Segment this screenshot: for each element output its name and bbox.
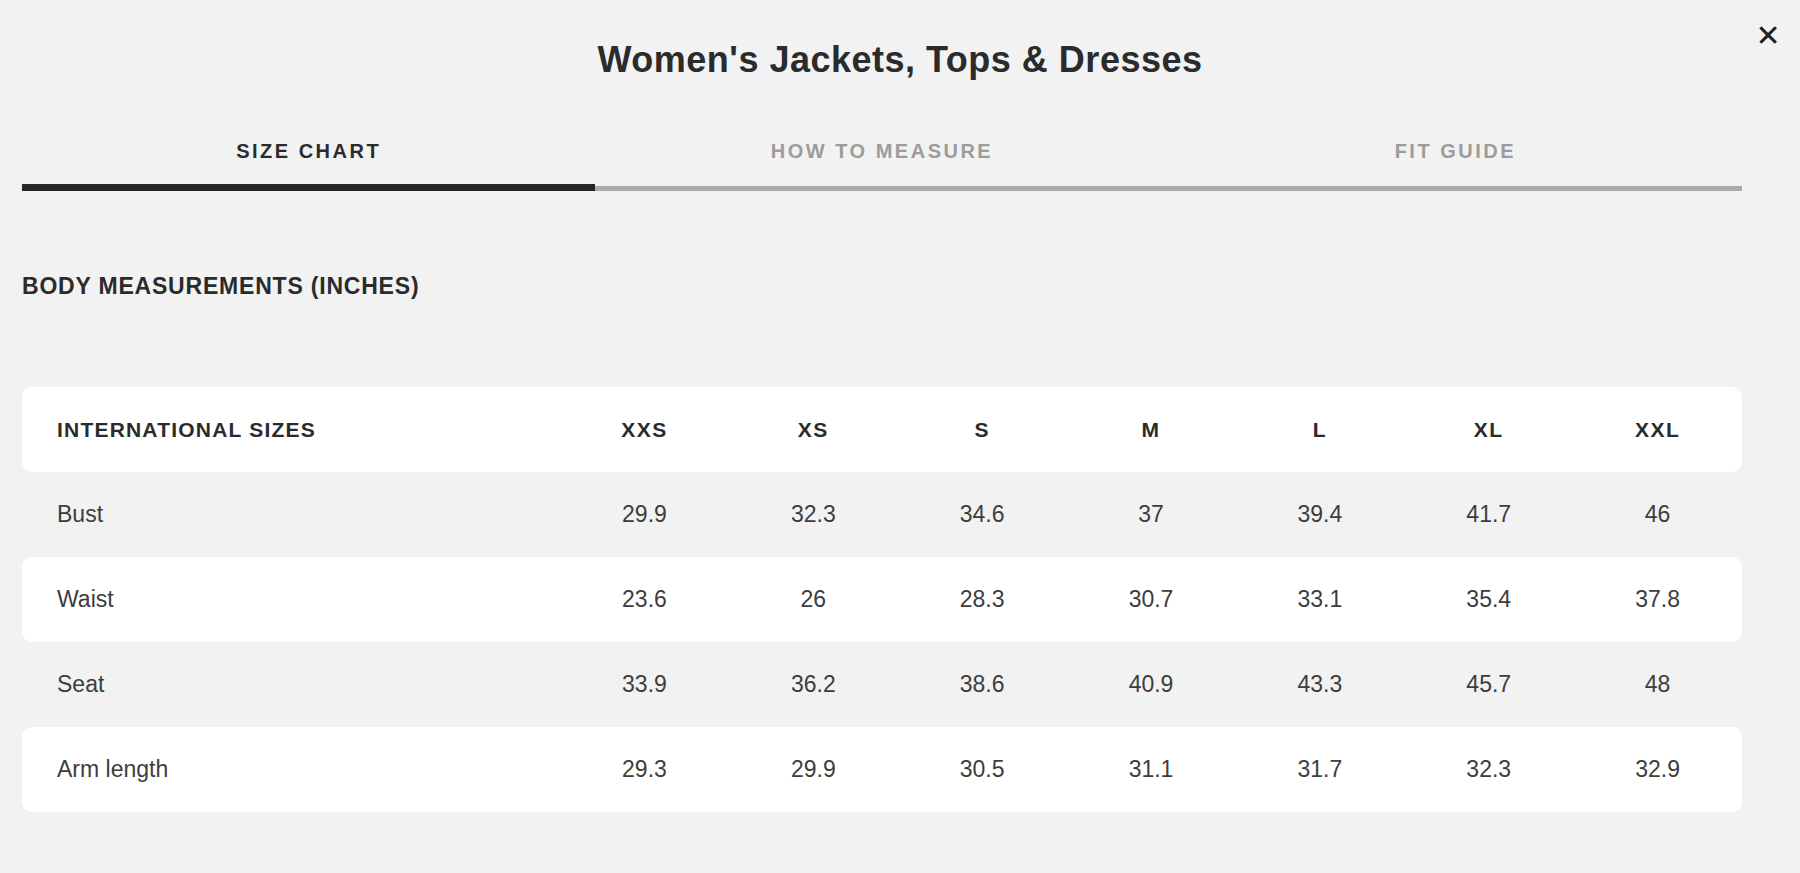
modal-content: SIZE CHART HOW TO MEASURE FIT GUIDE BODY… [22,120,1742,812]
table-row-seat: Seat 33.9 36.2 38.6 40.9 43.3 45.7 48 [22,642,1742,727]
size-value: 29.9 [729,756,898,783]
size-chart-modal: ✕ Women's Jackets, Tops & Dresses SIZE C… [0,0,1800,812]
size-value: 31.7 [1235,756,1404,783]
tab-fit-guide[interactable]: FIT GUIDE [1169,120,1742,191]
size-value: 32.3 [729,501,898,528]
size-value: 23.6 [560,586,729,613]
size-value: 37.8 [1573,586,1742,613]
table-row-bust: Bust 29.9 32.3 34.6 37 39.4 41.7 46 [22,472,1742,557]
column-header-s: S [898,418,1067,442]
column-header-m: M [1067,418,1236,442]
size-value: 29.9 [560,501,729,528]
column-header-xxs: XXS [560,418,729,442]
size-value: 32.3 [1404,756,1573,783]
column-header-international-sizes: INTERNATIONAL SIZES [22,418,560,442]
size-value: 29.3 [560,756,729,783]
tab-bar: SIZE CHART HOW TO MEASURE FIT GUIDE [22,120,1742,191]
active-tab-indicator [22,184,595,191]
table-header-row: INTERNATIONAL SIZES XXS XS S M L XL XXL [22,387,1742,472]
table-row-arm-length: Arm length 29.3 29.9 30.5 31.1 31.7 32.3… [22,727,1742,812]
size-value: 35.4 [1404,586,1573,613]
tab-size-chart[interactable]: SIZE CHART [22,120,595,191]
size-value: 28.3 [898,586,1067,613]
size-value: 46 [1573,501,1742,528]
size-value: 33.1 [1235,586,1404,613]
size-value: 33.9 [560,671,729,698]
row-label: Bust [22,501,560,528]
size-value: 43.3 [1235,671,1404,698]
modal-title: Women's Jackets, Tops & Dresses [0,0,1800,84]
size-table: INTERNATIONAL SIZES XXS XS S M L XL XXL … [22,387,1742,812]
row-label: Seat [22,671,560,698]
size-value: 26 [729,586,898,613]
size-value: 38.6 [898,671,1067,698]
size-value: 40.9 [1067,671,1236,698]
size-value: 34.6 [898,501,1067,528]
size-value: 41.7 [1404,501,1573,528]
size-value: 45.7 [1404,671,1573,698]
column-header-xs: XS [729,418,898,442]
size-value: 39.4 [1235,501,1404,528]
size-value: 30.7 [1067,586,1236,613]
table-row-waist: Waist 23.6 26 28.3 30.7 33.1 35.4 37.8 [22,557,1742,642]
size-value: 36.2 [729,671,898,698]
close-icon: ✕ [1755,19,1780,52]
size-value: 32.9 [1573,756,1742,783]
row-label: Waist [22,586,560,613]
size-value: 37 [1067,501,1236,528]
size-value: 31.1 [1067,756,1236,783]
size-value: 48 [1573,671,1742,698]
column-header-xxl: XXL [1573,418,1742,442]
section-heading: BODY MEASUREMENTS (INCHES) [22,273,1742,300]
row-label: Arm length [22,756,560,783]
column-header-xl: XL [1404,418,1573,442]
column-header-l: L [1235,418,1404,442]
close-button[interactable]: ✕ [1746,14,1790,58]
tab-how-to-measure[interactable]: HOW TO MEASURE [595,120,1168,191]
size-value: 30.5 [898,756,1067,783]
